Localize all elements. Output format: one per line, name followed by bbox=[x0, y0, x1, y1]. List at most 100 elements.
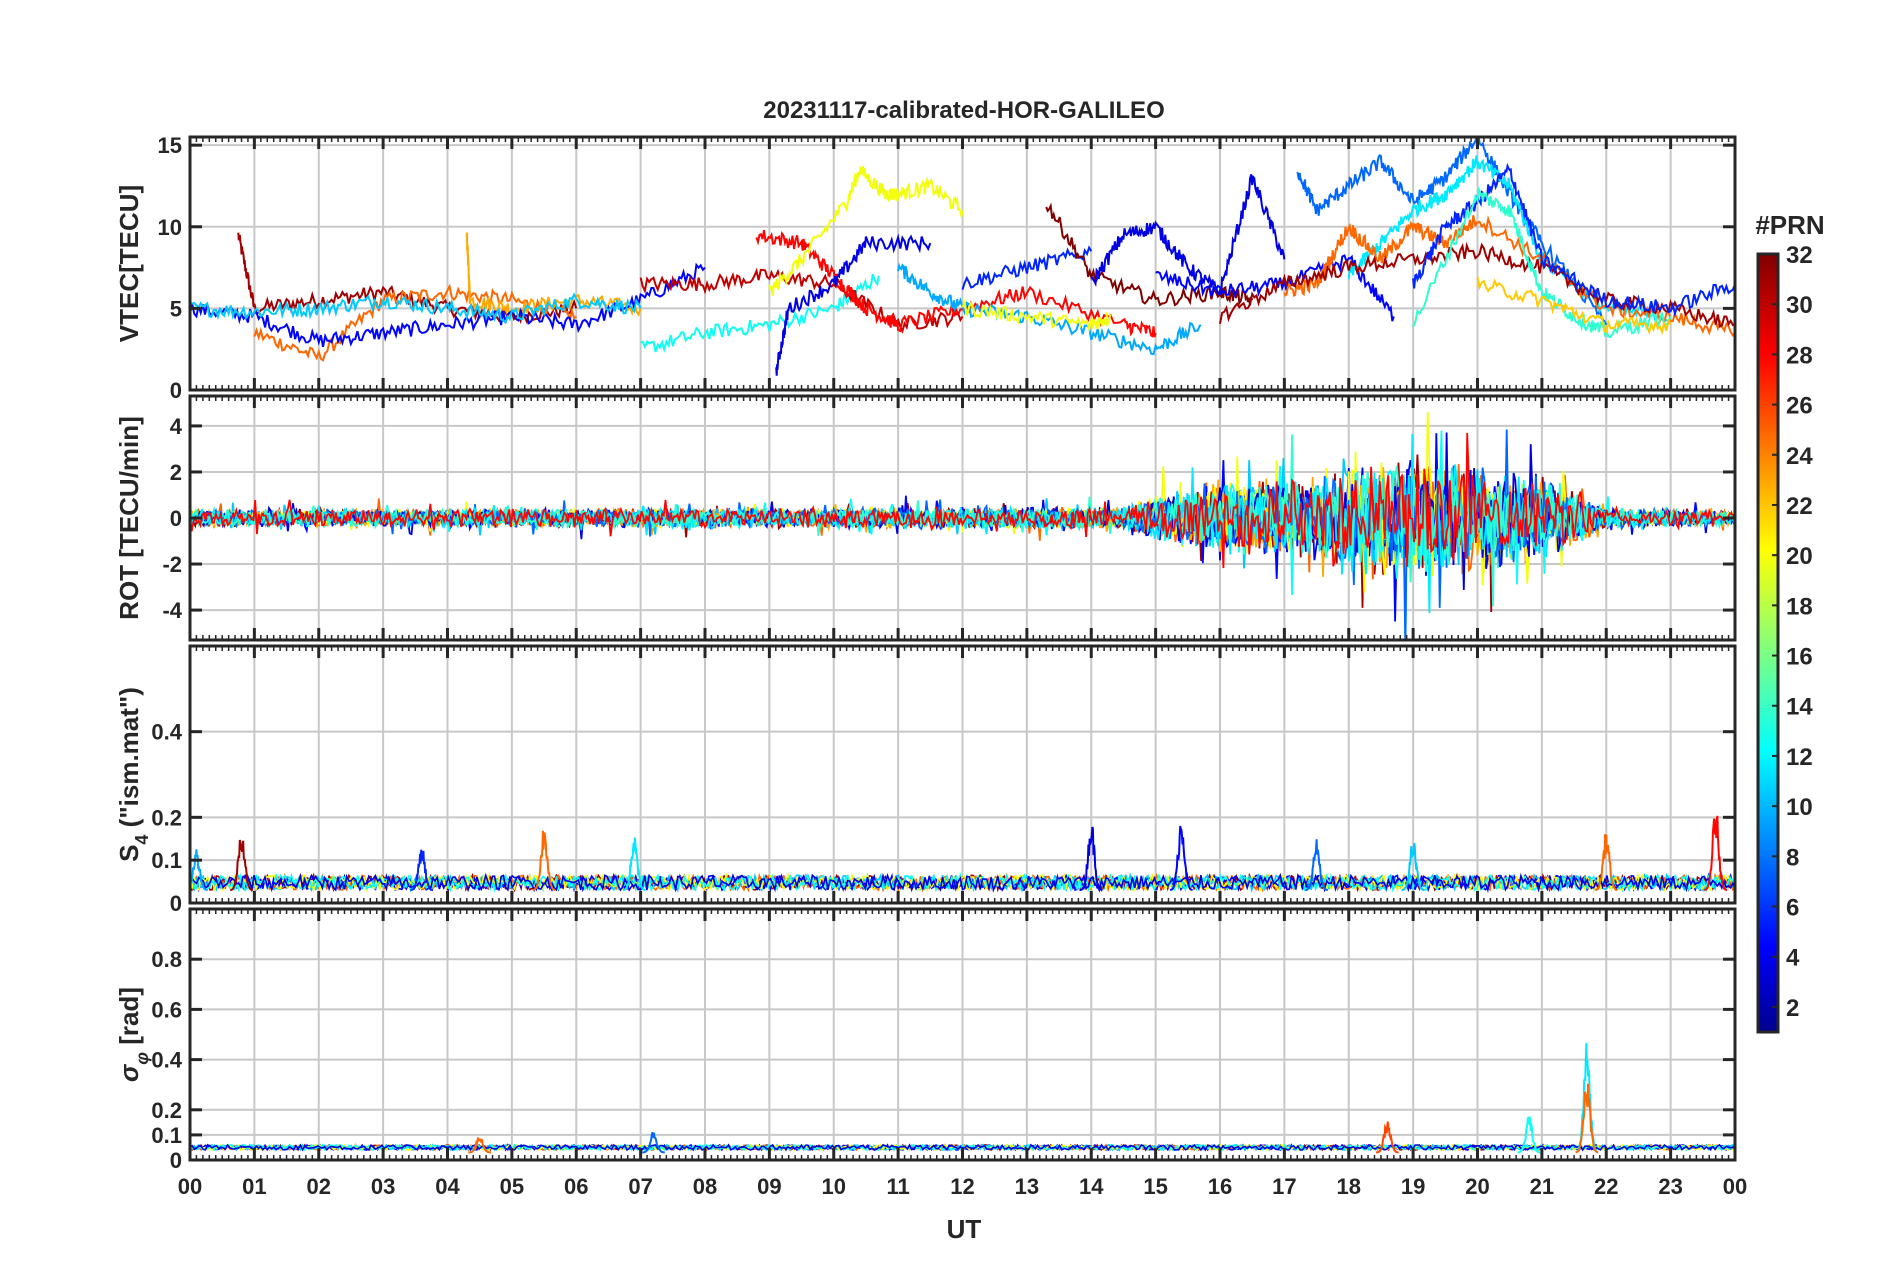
s4-burst bbox=[1169, 825, 1193, 891]
colorbar-tick-label: 8 bbox=[1786, 844, 1799, 871]
x-tick-label: 11 bbox=[886, 1174, 909, 1199]
y-axis-label-sub: φ bbox=[132, 1052, 152, 1065]
vtec-series-line bbox=[190, 262, 706, 348]
data-rot bbox=[190, 411, 1735, 640]
colorbar-tick-label: 2 bbox=[1786, 995, 1799, 1022]
x-tick-label: 00 bbox=[1723, 1174, 1747, 1199]
vtec-series-line bbox=[1045, 202, 1254, 307]
y-tick-label: 0.2 bbox=[151, 805, 182, 830]
vtec-series-line bbox=[640, 273, 880, 354]
y-tick-label: 10 bbox=[158, 215, 182, 240]
y-tick-label: 0.1 bbox=[151, 848, 182, 873]
x-ticks-rot bbox=[188, 396, 1737, 640]
colorbar-label: #PRN bbox=[1755, 210, 1824, 240]
panel-s4: 00.10.20.4S4 ("ism.mat") bbox=[114, 644, 1737, 916]
x-tick-label: 00 bbox=[178, 1174, 202, 1199]
x-tick-label: 14 bbox=[1079, 1174, 1104, 1199]
y-axis-label: σφ [rad] bbox=[114, 987, 152, 1082]
y-tick-label: 0 bbox=[170, 378, 182, 403]
x-tick-label: 17 bbox=[1272, 1174, 1296, 1199]
x-tick-label: 22 bbox=[1594, 1174, 1618, 1199]
s4-burst bbox=[1080, 826, 1103, 892]
y-tick-label: 0 bbox=[170, 1148, 182, 1173]
grid-vtec bbox=[189, 137, 1736, 391]
grid-s4 bbox=[189, 646, 1736, 904]
x-ticks-sigma_phi bbox=[188, 909, 1737, 1160]
y-axis-label-main: σ bbox=[114, 1063, 144, 1082]
panel-rot: -4 -2 0 2 4 ROT [TECU/min] bbox=[114, 394, 1737, 642]
colorbar-tick-label: 6 bbox=[1786, 895, 1799, 922]
y-axis-label: ROT [TECU/min] bbox=[114, 416, 144, 620]
y-tick-label: 0 bbox=[170, 506, 182, 531]
y-axis-label: VTEC[TECU] bbox=[114, 185, 144, 342]
x-tick-label: 16 bbox=[1208, 1174, 1232, 1199]
y-axis-label-sub: 4 bbox=[132, 835, 152, 845]
s4-burst bbox=[190, 849, 208, 892]
s4-series-line bbox=[190, 872, 1735, 893]
vtec-series-line bbox=[1283, 215, 1735, 338]
y-axis-label-rest: [rad] bbox=[114, 987, 144, 1052]
vtec-series-line bbox=[1219, 241, 1735, 329]
vtec-series-line bbox=[1091, 174, 1286, 296]
sigma_phi-burst bbox=[468, 1137, 491, 1154]
s4-burst bbox=[1594, 833, 1618, 892]
panel-sigma_phi: 00.10.2 0.4 0.6 0.8 σφ [rad] bbox=[114, 907, 1737, 1173]
y-tick-label: 0.8 bbox=[151, 947, 182, 972]
vtec-series-line bbox=[1412, 162, 1735, 318]
s4-burst bbox=[410, 849, 434, 892]
colorbar-tick-label: 22 bbox=[1786, 493, 1813, 520]
x-ticks-vtec bbox=[188, 137, 1737, 390]
colorbar-tick-label: 14 bbox=[1786, 694, 1813, 721]
y-axis-label: S4 ("ism.mat") bbox=[114, 687, 152, 862]
y-tick-label: -2 bbox=[162, 552, 182, 577]
y-axis-label-main: S bbox=[114, 845, 144, 862]
colorbar-gradient bbox=[1756, 252, 1780, 1034]
vtec-series-line bbox=[768, 166, 964, 296]
vtec-series-line bbox=[775, 233, 932, 376]
rot-series-line bbox=[190, 432, 1735, 569]
x-tick-label: 15 bbox=[1143, 1174, 1167, 1199]
y-tick-label: 15 bbox=[158, 133, 182, 158]
colorbar-tick-label: 24 bbox=[1786, 443, 1813, 470]
vtec-series-line bbox=[1476, 276, 1672, 336]
x-tick-label: 02 bbox=[307, 1174, 331, 1199]
grid-sigma_phi bbox=[189, 909, 1736, 1161]
x-tick-label: 10 bbox=[822, 1174, 846, 1199]
x-tick-label: 09 bbox=[757, 1174, 781, 1199]
s4-burst bbox=[532, 830, 556, 892]
sigma_phi-series-line bbox=[190, 1143, 1735, 1152]
vtec-series-line bbox=[897, 262, 1202, 356]
y-tick-label: 0.1 bbox=[151, 1123, 182, 1148]
colorbar-tick-label: 32 bbox=[1786, 242, 1813, 269]
x-tick-label: 01 bbox=[242, 1174, 266, 1199]
y-tick-label: 0.4 bbox=[151, 1048, 182, 1073]
data-s4 bbox=[190, 815, 1735, 894]
colorbar-tick-label: 12 bbox=[1786, 744, 1813, 771]
y-tick-label: 0 bbox=[170, 891, 182, 916]
x-tick-label: 20 bbox=[1465, 1174, 1489, 1199]
sigma_phi-burst bbox=[642, 1131, 665, 1154]
x-tick-label: 05 bbox=[500, 1174, 524, 1199]
x-tick-label: 08 bbox=[693, 1174, 717, 1199]
sigma_phi-burst bbox=[1376, 1121, 1399, 1154]
x-ticks-s4 bbox=[188, 646, 1737, 903]
x-tick-label: 06 bbox=[564, 1174, 588, 1199]
vtec-series-line bbox=[253, 283, 577, 362]
y-tick-label: 5 bbox=[170, 296, 182, 321]
s4-burst bbox=[622, 837, 646, 891]
colorbar-tick-label: 20 bbox=[1786, 543, 1813, 570]
y-tick-label: 0.2 bbox=[151, 1098, 182, 1123]
y-tick-label: -4 bbox=[162, 598, 182, 623]
colorbar-tick-label: 16 bbox=[1786, 644, 1813, 671]
panel-vtec: 0 5 10 15 VTEC[TECU] bbox=[114, 133, 1737, 403]
x-tick-label: 03 bbox=[371, 1174, 395, 1199]
s4-burst bbox=[230, 839, 253, 892]
x-tick-label: 07 bbox=[628, 1174, 652, 1199]
vtec-series-line bbox=[961, 298, 1112, 333]
x-tick-label: 12 bbox=[950, 1174, 974, 1199]
sigma_phi-burst bbox=[1575, 1083, 1599, 1154]
x-tick-label: 21 bbox=[1530, 1174, 1554, 1199]
y-tick-label: 0.6 bbox=[151, 997, 182, 1022]
